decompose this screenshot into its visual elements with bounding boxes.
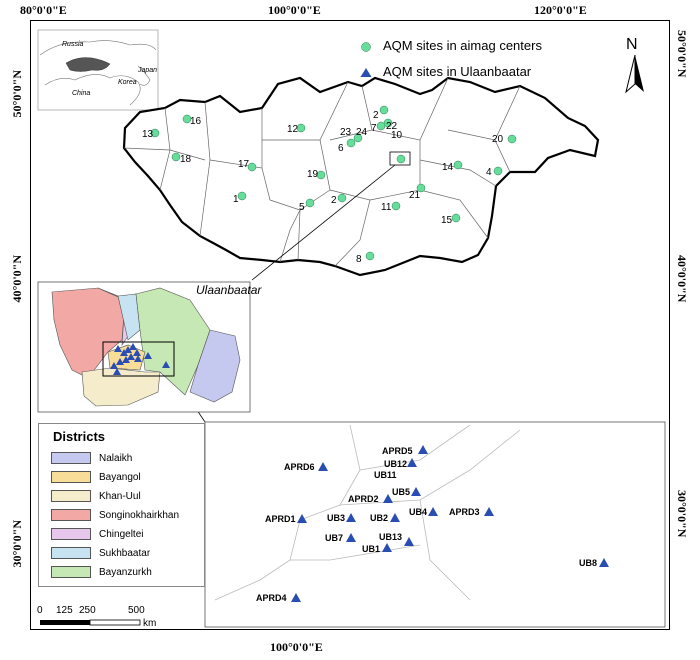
district-row-chingeltei: Chingeltei (51, 528, 143, 540)
district-swatch (51, 490, 91, 502)
svg-text:APRD6: APRD6 (284, 462, 315, 472)
locator-map: Russia China Japan Korea (37, 29, 159, 111)
inset-title: Ulaanbaatar (196, 283, 262, 297)
svg-text:500: 500 (128, 605, 145, 616)
locator-korea: Korea (118, 79, 137, 86)
scale-bar: 0 125 250 500 km (37, 605, 156, 629)
district-swatch (51, 528, 91, 540)
svg-text:UB13: UB13 (379, 532, 402, 542)
svg-text:14: 14 (442, 162, 454, 173)
svg-text:UB11: UB11 (374, 470, 397, 480)
svg-text:UB3: UB3 (327, 513, 345, 523)
svg-text:APRD2: APRD2 (348, 494, 379, 504)
coord-bottom-100e: 100°0'0"E (270, 640, 323, 654)
svg-text:2: 2 (373, 110, 379, 121)
svg-text:125: 125 (56, 605, 73, 616)
district-swatch (51, 452, 91, 464)
svg-text:UB5: UB5 (392, 487, 410, 497)
svg-text:km: km (143, 618, 156, 629)
district-row-nalaikh: Nalaikh (51, 452, 132, 464)
key-ub-symbol (360, 68, 372, 77)
aimag-site-markers (150, 105, 517, 261)
districts-title: Districts (53, 429, 106, 444)
locator-japan: Japan (137, 67, 157, 74)
map-frame (30, 20, 670, 630)
district-swatch (51, 547, 91, 559)
svg-text:5: 5 (299, 202, 305, 213)
svg-text:8: 8 (356, 254, 362, 265)
north-arrow-icon (625, 54, 644, 94)
key-ub-label: AQM sites in Ulaanbaatar (383, 64, 532, 79)
svg-text:16: 16 (190, 116, 202, 127)
ub-inset-map: Ulaanbaatar (37, 281, 262, 413)
svg-text:APRD4: APRD4 (256, 593, 287, 603)
district-row-songinokhairkhan: Songinokhairkhan (51, 509, 179, 521)
svg-text:15: 15 (441, 215, 453, 226)
locator-russia: Russia (62, 41, 84, 48)
coord-right-40n: 40°0'0"N (675, 255, 689, 303)
ub-focus-box (389, 151, 411, 166)
svg-text:12: 12 (287, 124, 299, 135)
svg-text:UB2: UB2 (370, 513, 388, 523)
district-row-sukhbaatar: Sukhbaatar (51, 547, 150, 559)
zoom-ub-labels: APRD5 UB12 UB11 APRD6 APRD2 UB5 APRD1 UB… (256, 446, 597, 603)
coord-top-120e: 120°0'0"E (534, 3, 587, 17)
district-row-bayanzurkh: Bayanzurkh (51, 566, 152, 578)
zoom-ub-markers (291, 445, 609, 602)
svg-text:APRD1: APRD1 (265, 514, 296, 524)
coord-right-30n: 30°0'0"N (675, 490, 689, 538)
svg-text:23: 23 (340, 127, 352, 138)
coord-top-100e: 100°0'0"E (268, 3, 321, 17)
svg-text:UB12: UB12 (384, 459, 407, 469)
svg-text:10: 10 (391, 130, 403, 141)
districts-legend: Districts Nalaikh Bayangol Khan-Uul Song… (38, 423, 205, 587)
svg-text:11: 11 (381, 202, 392, 213)
svg-text:2: 2 (331, 195, 337, 206)
coord-top-80e: 80°0'0"E (20, 3, 67, 17)
district-swatch (51, 509, 91, 521)
coord-right-50n: 50°0'0"N (675, 30, 689, 78)
mongolia-outline (122, 76, 600, 277)
inset-ub-markers (110, 343, 170, 375)
svg-text:17: 17 (238, 159, 250, 170)
svg-text:24: 24 (356, 127, 368, 138)
svg-text:4: 4 (486, 167, 492, 178)
svg-text:6: 6 (338, 143, 344, 154)
locator-china: China (72, 90, 90, 97)
svg-text:18: 18 (180, 154, 192, 165)
north-label: N (626, 36, 638, 53)
ub-zoom-panel: APRD5 UB12 UB11 APRD6 APRD2 UB5 APRD1 UB… (204, 421, 666, 628)
aimag-borders (123, 77, 521, 267)
svg-text:APRD5: APRD5 (382, 446, 413, 456)
svg-text:20: 20 (492, 134, 504, 145)
svg-text:19: 19 (307, 169, 319, 180)
svg-text:250: 250 (79, 605, 96, 616)
district-row-bayangol: Bayangol (51, 471, 141, 483)
svg-text:7: 7 (371, 123, 377, 134)
district-swatch (51, 471, 91, 483)
aimag-site-labels: 13 16 18 17 1 12 19 5 2 23 24 6 2 22 7 1… (142, 110, 504, 265)
svg-text:13: 13 (142, 129, 154, 140)
svg-text:APRD3: APRD3 (449, 507, 480, 517)
svg-text:UB4: UB4 (409, 507, 427, 517)
key-aimag-symbol (361, 42, 371, 52)
svg-text:0: 0 (37, 605, 43, 616)
svg-text:1: 1 (233, 194, 239, 205)
svg-text:UB8: UB8 (579, 558, 597, 568)
svg-text:UB1: UB1 (362, 544, 380, 554)
district-row-khan-uul: Khan-Uul (51, 490, 141, 502)
svg-text:21: 21 (409, 190, 421, 201)
key-aimag-label: AQM sites in aimag centers (383, 38, 542, 53)
svg-text:UB7: UB7 (325, 533, 343, 543)
svg-text:22: 22 (386, 121, 398, 132)
district-swatch (51, 566, 91, 578)
